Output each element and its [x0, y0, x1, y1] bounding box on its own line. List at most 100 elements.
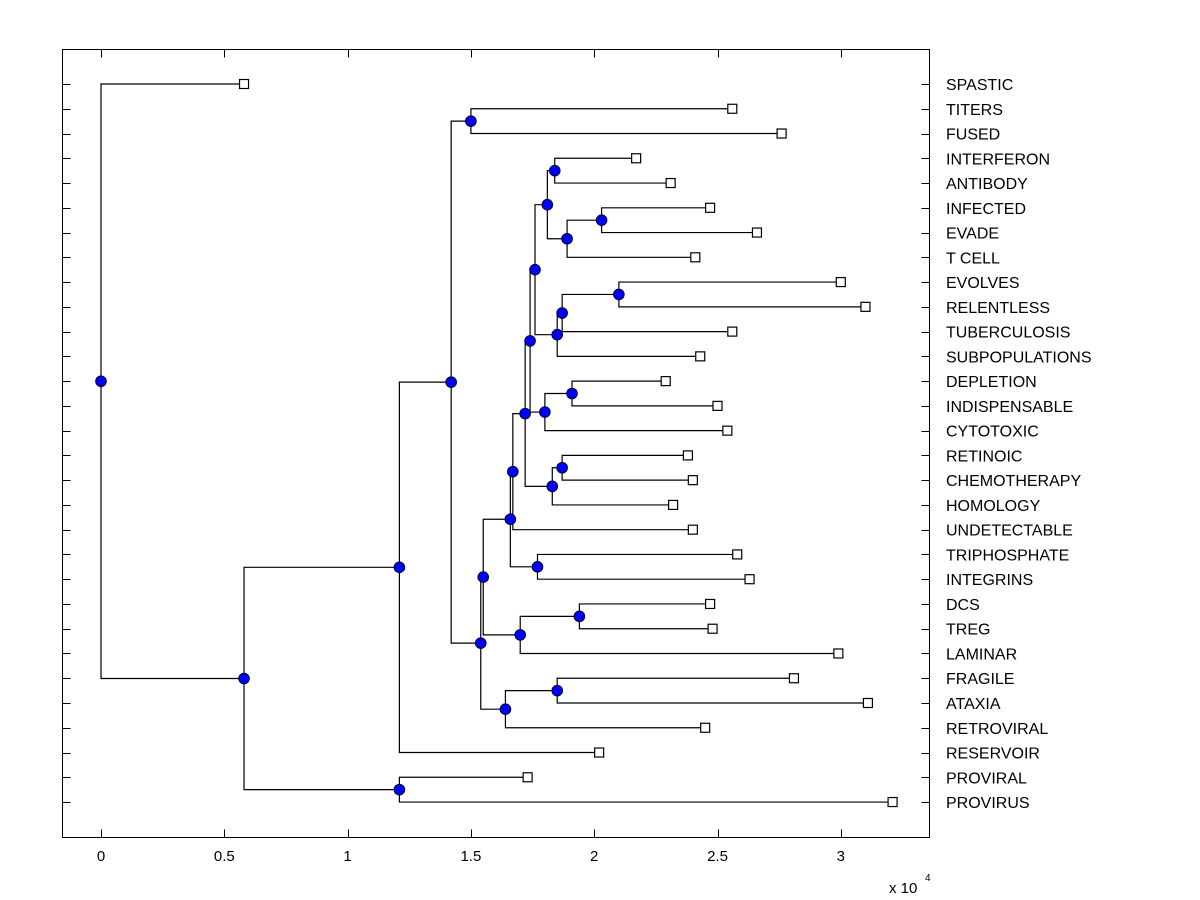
leaf-marker: [862, 697, 874, 709]
internal-node-marker: [556, 461, 568, 474]
tree-branch: [546, 204, 568, 240]
leaf-marker: [776, 128, 787, 139]
leaf-marker: [751, 227, 763, 238]
tree-branch: [450, 382, 481, 644]
internal-node-marker: [551, 328, 564, 341]
axis-ticks: [62, 49, 930, 838]
internal-node-marker: [573, 610, 586, 623]
leaf-marker: [682, 450, 694, 461]
leaf-label: HOMOLOGY: [946, 498, 1041, 515]
tree-branch: [398, 567, 600, 754]
tree-branch: [100, 83, 245, 382]
internal-node-marker: [499, 703, 512, 715]
leaf-marker: [788, 673, 800, 684]
internal-node-marker: [531, 561, 544, 573]
tree-branch: [100, 381, 245, 680]
leaf-label: RELENTLESS: [946, 300, 1050, 317]
internal-node-marker: [551, 684, 564, 697]
leaf-label: ANTIBODY: [946, 176, 1028, 193]
leaf-label: T CELL: [946, 250, 1000, 267]
internal-node-marker: [519, 407, 531, 420]
tree-branch: [243, 678, 400, 791]
leaf-label: CHEMOTHERAPY: [946, 473, 1081, 490]
leaf-label: DCS: [946, 597, 980, 614]
leaf-marker: [238, 78, 250, 90]
tree-branch: [519, 634, 839, 655]
tree-branch: [561, 313, 733, 333]
plot-area: [62, 49, 930, 838]
leaf-label: LAMINAR: [946, 646, 1017, 663]
x-tick-label: 0.5: [214, 848, 235, 865]
internal-node-marker: [514, 629, 527, 641]
leaf-marker: [705, 202, 716, 213]
leaf-label: PROVIRAL: [946, 770, 1027, 787]
tree-branch: [482, 577, 521, 636]
leaf-label: RETROVIRAL: [946, 721, 1048, 738]
leaf-label: UNDETECTABLE: [946, 523, 1073, 540]
internal-node-marker: [524, 335, 536, 347]
tree-branch: [512, 471, 693, 531]
tree-branch: [566, 219, 602, 239]
tree-branch: [551, 486, 674, 506]
x-multiplier-exponent: 4: [925, 873, 931, 884]
leaf-marker: [668, 499, 679, 511]
leaf-marker: [665, 177, 676, 189]
leaf-label: RETINOIC: [946, 448, 1022, 465]
tree-branch: [482, 518, 511, 578]
leaf-label: ATAXIA: [946, 696, 1001, 713]
internal-node-marker: [556, 307, 568, 319]
tree-branch: [504, 690, 558, 710]
leaf-label: INFECTED: [946, 201, 1026, 218]
tree-branch: [504, 709, 706, 729]
x-tick-labels: 0 0.5 1 1.5 2 2.5 3: [97, 848, 845, 865]
tree-branch: [566, 238, 696, 258]
internal-node-marker: [445, 376, 457, 388]
leaf-label: TREG: [946, 622, 990, 639]
tree-branch: [509, 519, 538, 568]
leaf-label: PROVIRUS: [946, 795, 1030, 812]
leaf-label: FRAGILE: [946, 671, 1014, 688]
tree-branch: [556, 334, 701, 357]
leaf-marker: [522, 772, 533, 783]
x-tick-label: 3: [837, 848, 845, 865]
internal-node-marker: [548, 164, 561, 177]
leaf-marker: [887, 796, 898, 808]
leaf-label: CYTOTOXIC: [946, 424, 1039, 441]
leaf-label: INTERFERON: [946, 151, 1050, 168]
x-tick-label: 1: [343, 848, 351, 865]
leaf-marker: [690, 252, 701, 263]
tree-branch: [519, 615, 580, 635]
leaf-label: SPASTIC: [946, 77, 1013, 94]
x-tick-label: 0: [97, 848, 105, 865]
internal-node-marker: [546, 480, 559, 493]
internal-node-marker: [95, 375, 107, 388]
leaf-marker: [833, 648, 844, 659]
leaf-marker: [707, 623, 718, 634]
tree-branch: [450, 120, 471, 383]
internal-node-marker: [613, 288, 625, 301]
leaf-label: INTEGRINS: [946, 572, 1033, 589]
internal-node-marker: [539, 406, 551, 418]
leaf-markers: [238, 78, 898, 808]
leaf-marker: [687, 524, 698, 535]
tree-branch: [544, 392, 573, 413]
x-tick-label: 2: [590, 848, 598, 865]
tree-branch: [544, 412, 728, 432]
leaf-label: EVOLVES: [946, 275, 1020, 292]
x-tick-label: 1.5: [460, 848, 481, 865]
internal-node-marker: [393, 783, 406, 796]
leaf-marker: [712, 400, 723, 411]
leaf-label: DEPLETION: [946, 374, 1037, 391]
leaf-label: EVADE: [946, 226, 999, 243]
tree-branch: [534, 269, 558, 336]
internal-node-marker: [238, 672, 250, 685]
internal-node-marker: [595, 214, 608, 226]
leaf-label: SUBPOPULATIONS: [946, 349, 1092, 366]
leaf-label: RESERVOIR: [946, 746, 1040, 763]
leaf-marker: [835, 276, 846, 288]
leaf-label: TUBERCULOSIS: [946, 325, 1070, 342]
leaf-label: TRIPHOSPHATE: [946, 547, 1069, 564]
internal-node-marker: [477, 571, 490, 583]
leaf-marker: [732, 549, 743, 560]
